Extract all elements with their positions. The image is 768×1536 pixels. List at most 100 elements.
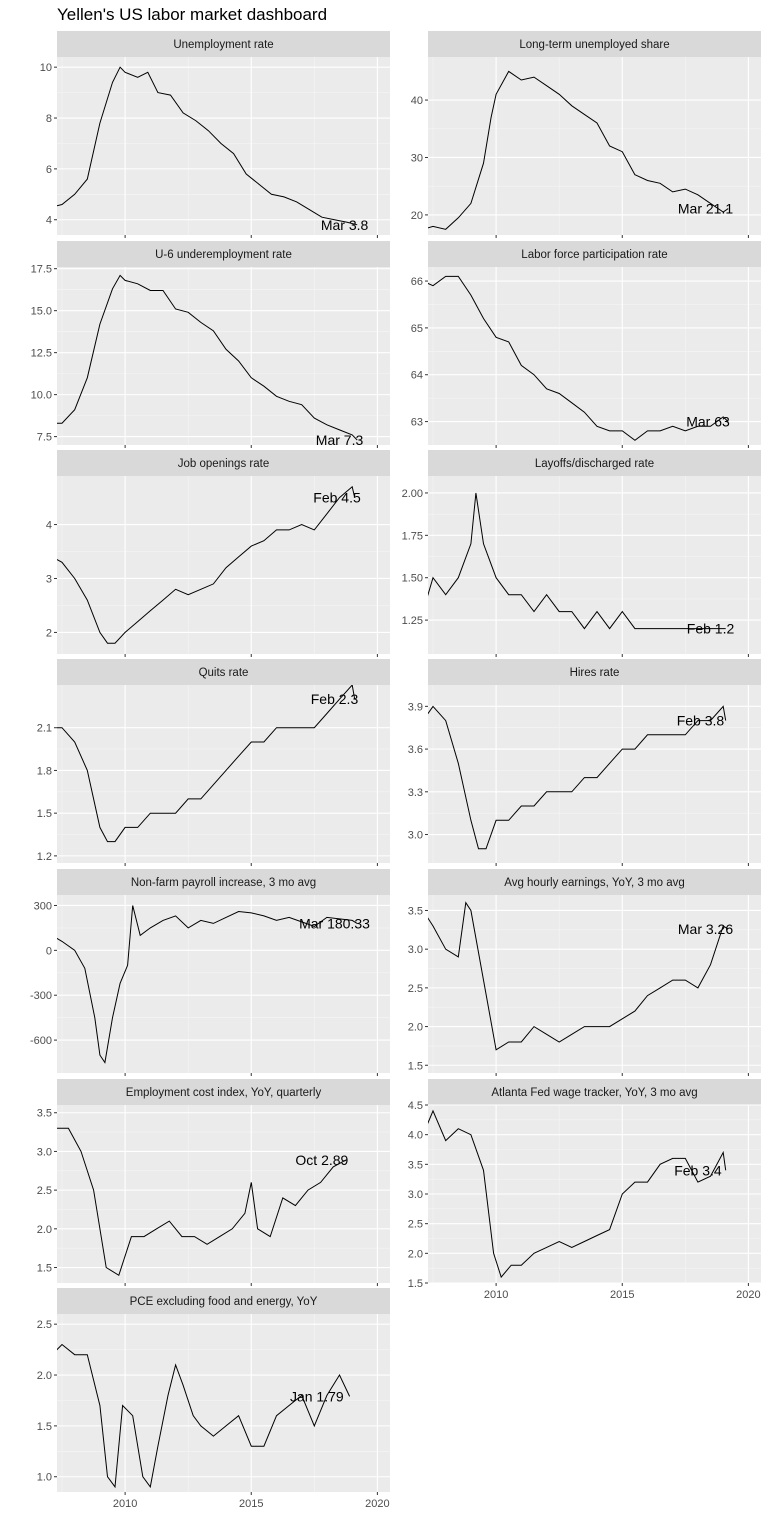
chart-panel-7: Quits rate 1.2 1.5 1.8 2.1 Feb 2.3 [37,659,390,866]
chart-panel-10: Avg hourly earnings, YoY, 3 mo avg 1.5 2.0… [408,869,761,1076]
y-tick-label: 1.0 [37,1472,52,1484]
y-tick-label: 2.1 [37,723,52,735]
y-tick-label: 8 [46,113,52,125]
y-tick-label: 1.5 [408,1278,423,1290]
chart-panel-13: PCE excluding food and energy, YoY 1.0 1.5… [37,1288,390,1510]
plot-background [57,685,390,863]
y-tick-label: 4.0 [408,1130,423,1142]
chart-panel-4: Labor force participation rate 63 64 65 66 Ma… [411,241,761,448]
latest-value-annotation: Feb 2.3 [311,691,359,707]
y-tick-label: 1.8 [37,765,52,777]
panel-title: Job openings rate [178,458,269,470]
panel-strip [428,869,761,895]
panel-strip [57,31,390,57]
panel-strip [428,659,761,685]
panel-strip [428,241,761,267]
chart-panel-6: Layoffs/discharged rate 1.25 1.50 1.75 2.00 F… [402,450,761,657]
y-tick-label: 30 [411,152,423,164]
panel-title: Unemployment rate [173,39,273,51]
plot-background [428,895,761,1073]
y-tick-label: 3.0 [37,1146,52,1158]
series-line [428,1109,727,1279]
y-tick-label: 66 [411,276,423,288]
y-tick-label: 1.75 [402,530,423,542]
y-tick-label: 10 [40,62,52,74]
latest-value-annotation: Mar 63 [686,414,730,430]
latest-value-annotation: Mar 3.8 [321,217,369,233]
y-tick-label: 3 [46,573,52,585]
y-tick-label: 3.5 [408,905,423,917]
y-tick-label: 3.6 [408,744,423,756]
y-tick-label: 40 [411,95,423,107]
series-line [428,70,729,230]
panel-title: Non-farm payroll increase, 3 mo avg [131,877,316,889]
chart-panel-3: U-6 underemployment rate 7.5 10.0 12.5 15.0 1… [31,241,390,448]
y-tick-label: 64 [411,370,423,382]
y-tick-label: 17.5 [31,264,52,276]
panel-strip [57,1079,390,1105]
y-tick-label: -600 [30,1035,52,1047]
plot-background [57,476,390,654]
panel-strip [428,1079,761,1105]
latest-value-annotation: Mar 21.1 [678,201,733,217]
x-tick-label: 2020 [736,1289,760,1301]
y-tick-label: 10.0 [31,390,52,402]
chart-panel-9: Non-farm payroll increase, 3 mo avg -600 -… [30,869,390,1076]
chart-panel-12: Atlanta Fed wage tracker, YoY, 3 mo avg 1… [408,1079,761,1301]
chart-panel-8: Hires rate 3.0 3.3 3.6 3.9 Feb 3.8 [408,659,761,866]
y-tick-label: 3.5 [408,1159,423,1171]
panel-title: Employment cost index, YoY, quarterly [126,1087,322,1099]
y-tick-label: 3.5 [37,1108,52,1120]
chart-panel-2: Long-term unemployed share 20 30 40 Mar 21.1 [411,31,761,238]
y-tick-label: 7.5 [37,432,52,444]
y-tick-label: 4.5 [408,1100,423,1112]
y-tick-label: 1.2 [37,851,52,863]
latest-value-annotation: Jan 1.79 [290,1388,344,1404]
plot-background [428,57,761,235]
series-line [428,492,726,630]
series-line [57,1343,351,1489]
y-tick-label: 3.0 [408,1189,423,1201]
panel-title: Labor force participation rate [521,249,667,261]
x-tick-label: 2015 [239,1498,263,1510]
y-tick-label: 65 [411,323,423,335]
y-tick-label: 3.3 [408,787,423,799]
panel-title: Hires rate [570,667,620,679]
panel-title: Layoffs/discharged rate [535,458,654,470]
chart-panel-1: Unemployment rate 4 6 8 10 Mar 3.8 [40,31,390,238]
panel-strip [428,31,761,57]
latest-value-annotation: Feb 3.4 [674,1162,722,1178]
plot-background [57,1105,390,1283]
y-tick-label: 20 [411,210,423,222]
y-tick-label: 2.5 [37,1319,52,1331]
panel-title: Atlanta Fed wage tracker, YoY, 3 mo avg [491,1087,697,1099]
y-tick-label: 1.25 [402,615,423,627]
y-tick-label: 3.9 [408,701,423,713]
latest-value-annotation: Mar 7.3 [316,432,364,448]
latest-value-annotation: Mar 180.33 [299,915,370,931]
latest-value-annotation: Feb 4.5 [313,490,361,506]
y-tick-label: 2.0 [408,1022,423,1034]
series-line [57,66,358,226]
panel-strip [57,869,390,895]
page-title: Yellen's US labor market dashboard [57,5,328,24]
y-tick-label: 3.0 [408,830,423,842]
x-tick-label: 2015 [610,1289,634,1301]
y-tick-label: 2.5 [408,983,423,995]
latest-value-annotation: Mar 3.26 [678,921,733,937]
y-tick-label: 4 [46,520,52,532]
y-tick-label: 2.00 [402,488,423,500]
panel-title: Quits rate [199,667,249,679]
chart-panel-11: Employment cost index, YoY, quarterly 1.5… [37,1079,390,1286]
plot-background [57,895,390,1073]
y-tick-label: 1.5 [37,1421,52,1433]
y-tick-label: 3.0 [408,944,423,956]
series-line [57,485,356,644]
y-tick-label: 300 [34,900,52,912]
y-tick-label: 0 [46,945,52,957]
y-tick-label: 2.5 [408,1219,423,1231]
panel-strip [57,450,390,476]
plot-background [428,685,761,863]
plot-background [57,267,390,445]
